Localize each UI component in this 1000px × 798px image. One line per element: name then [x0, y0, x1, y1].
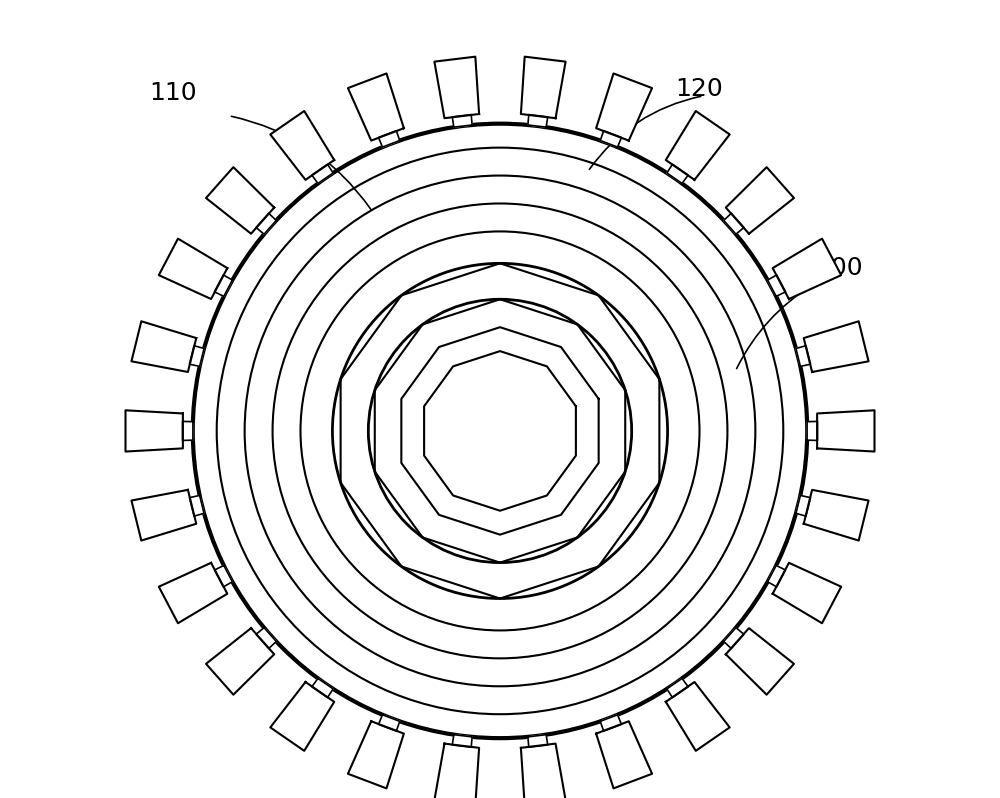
- Polygon shape: [434, 744, 479, 798]
- Polygon shape: [724, 628, 744, 649]
- Polygon shape: [159, 563, 227, 623]
- Polygon shape: [724, 213, 744, 234]
- Polygon shape: [131, 322, 196, 372]
- Polygon shape: [600, 715, 621, 731]
- Polygon shape: [726, 167, 794, 234]
- Polygon shape: [214, 566, 232, 587]
- Polygon shape: [379, 715, 400, 731]
- Polygon shape: [804, 322, 869, 372]
- Polygon shape: [773, 239, 841, 299]
- Polygon shape: [452, 735, 472, 747]
- Polygon shape: [773, 563, 841, 623]
- Polygon shape: [726, 628, 794, 695]
- Polygon shape: [528, 735, 548, 747]
- Polygon shape: [666, 111, 730, 180]
- Polygon shape: [131, 490, 196, 540]
- Polygon shape: [348, 721, 404, 788]
- Polygon shape: [667, 164, 688, 184]
- Polygon shape: [596, 73, 652, 140]
- Polygon shape: [804, 490, 869, 540]
- Polygon shape: [667, 678, 688, 697]
- Polygon shape: [666, 682, 730, 751]
- Polygon shape: [348, 73, 404, 140]
- Polygon shape: [126, 410, 183, 452]
- Polygon shape: [189, 496, 204, 516]
- Polygon shape: [600, 131, 621, 147]
- Polygon shape: [312, 678, 333, 697]
- Polygon shape: [528, 115, 548, 127]
- Polygon shape: [452, 115, 472, 127]
- Polygon shape: [189, 346, 204, 366]
- Polygon shape: [796, 496, 811, 516]
- Polygon shape: [214, 275, 232, 296]
- Polygon shape: [521, 57, 566, 118]
- Polygon shape: [270, 111, 334, 180]
- Polygon shape: [183, 421, 193, 440]
- Text: 110: 110: [149, 81, 197, 105]
- Polygon shape: [206, 628, 274, 695]
- Polygon shape: [206, 167, 274, 234]
- Polygon shape: [796, 346, 811, 366]
- Polygon shape: [256, 213, 276, 234]
- Polygon shape: [521, 744, 566, 798]
- Polygon shape: [807, 421, 817, 440]
- Text: 120: 120: [676, 77, 723, 101]
- Polygon shape: [434, 57, 479, 118]
- Text: 100: 100: [815, 256, 863, 280]
- Polygon shape: [768, 275, 786, 296]
- Polygon shape: [256, 628, 276, 649]
- Polygon shape: [596, 721, 652, 788]
- Polygon shape: [768, 566, 786, 587]
- Polygon shape: [312, 164, 333, 184]
- Polygon shape: [817, 410, 874, 452]
- Polygon shape: [159, 239, 227, 299]
- Polygon shape: [270, 682, 334, 751]
- Polygon shape: [379, 131, 400, 147]
